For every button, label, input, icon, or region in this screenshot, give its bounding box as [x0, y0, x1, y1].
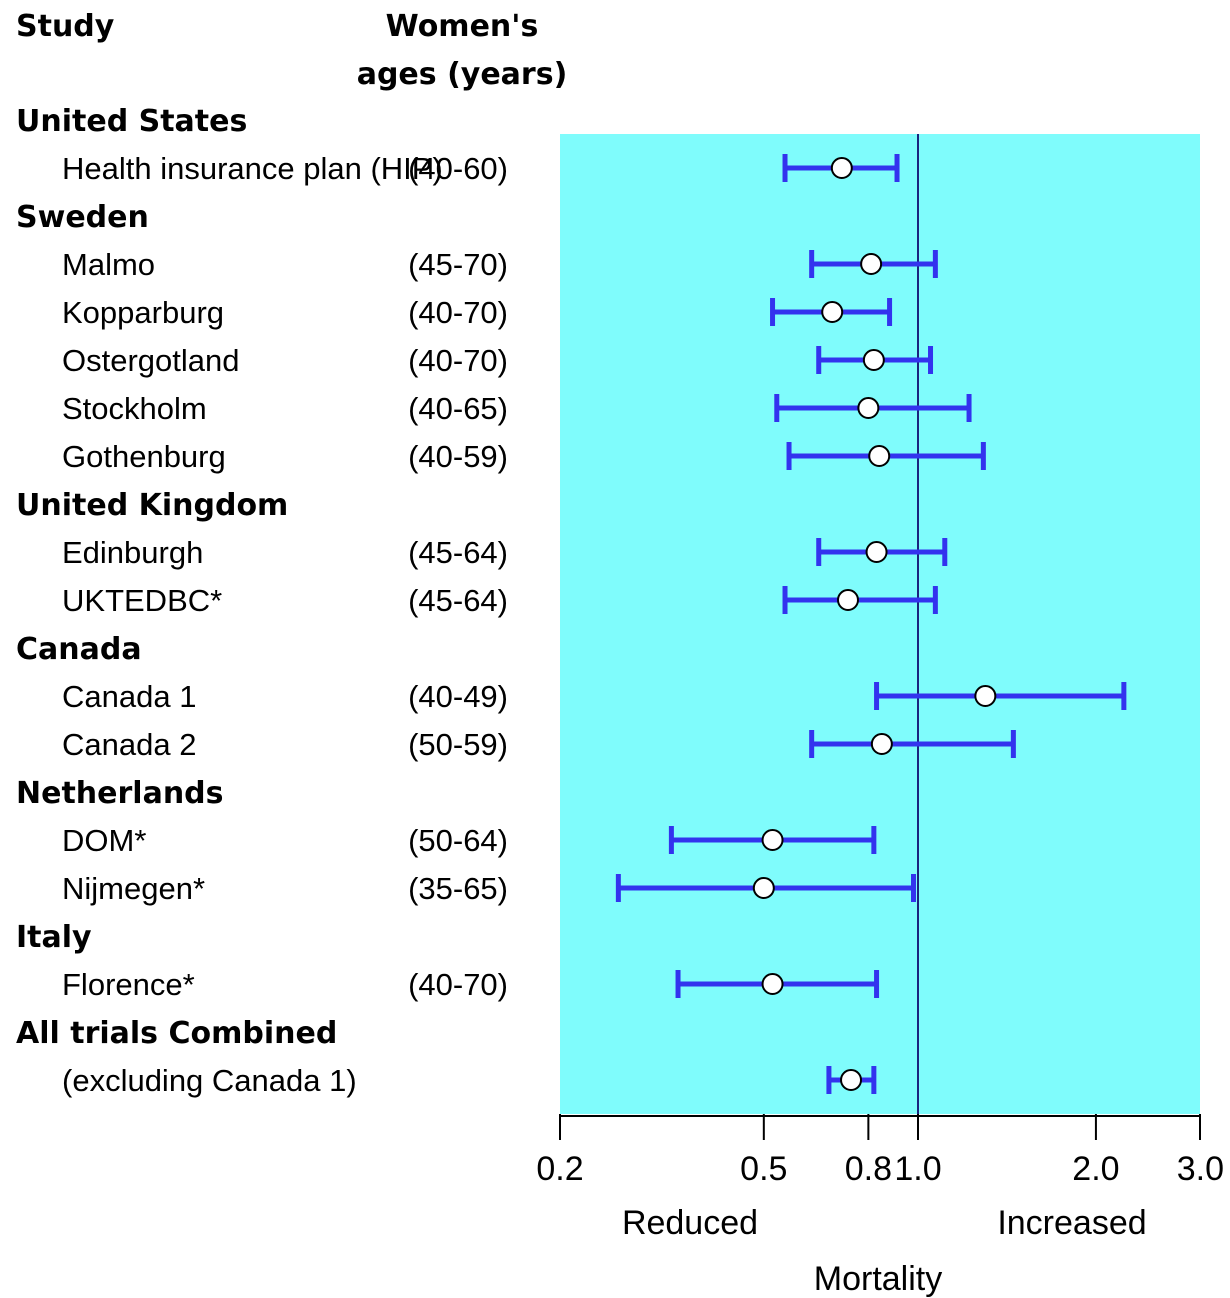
increased-label: Increased [997, 1204, 1146, 1242]
estimate-marker [752, 877, 775, 899]
group-label: All trials Combined [16, 1016, 337, 1051]
estimate-marker [868, 445, 891, 467]
group-label: Canada [16, 632, 142, 667]
study-label: Stockholm [62, 391, 207, 426]
age-range-label: (35-65) [408, 871, 508, 906]
study-label: Nijmegen* [62, 871, 205, 906]
age-range-label: (40-65) [408, 391, 508, 426]
x-tick-label: 1.0 [894, 1150, 941, 1188]
x-tick-label: 2.0 [1072, 1150, 1119, 1188]
study-label: Canada 2 [62, 727, 196, 762]
study-label: UKTEDBC* [62, 583, 222, 618]
x-tick-label: 0.5 [740, 1150, 787, 1188]
study-label: Florence* [62, 967, 195, 1002]
study-column-header: Study [16, 9, 115, 44]
study-label: Edinburgh [62, 535, 203, 570]
group-label: Italy [16, 920, 92, 955]
group-label: Netherlands [16, 776, 224, 811]
x-tick-label: 0.8 [845, 1150, 892, 1188]
study-label: Canada 1 [62, 679, 196, 714]
age-range-label: (40-70) [408, 343, 508, 378]
study-label: Ostergotland [62, 343, 240, 378]
estimate-marker [761, 829, 784, 851]
group-label: Sweden [16, 200, 149, 235]
x-tick-label: 3.0 [1177, 1150, 1224, 1188]
age-range-label: (40-59) [408, 439, 508, 474]
ages-column-header-line1: Women's [386, 9, 539, 44]
estimate-marker [857, 397, 880, 419]
study-label: Kopparburg [62, 295, 224, 330]
study-label: Health insurance plan (HIP) [62, 151, 443, 186]
study-label: Gothenburg [62, 439, 226, 474]
study-label: DOM* [62, 823, 146, 858]
estimate-marker [821, 301, 844, 323]
group-label: United Kingdom [16, 488, 288, 523]
age-range-label: (40-49) [408, 679, 508, 714]
age-range-label: (45-70) [408, 247, 508, 282]
age-range-label: (40-70) [408, 295, 508, 330]
x-tick-label: 0.2 [536, 1150, 583, 1188]
age-range-label: (50-64) [408, 823, 508, 858]
reduced-label: Reduced [622, 1204, 758, 1242]
plot-panel [560, 134, 1200, 1114]
age-range-label: (40-60) [408, 151, 508, 186]
study-label: Malmo [62, 247, 155, 282]
age-range-label: (50-59) [408, 727, 508, 762]
ages-column-header-line2: ages (years) [357, 57, 568, 92]
estimate-marker [761, 973, 784, 995]
age-range-label: (40-70) [408, 967, 508, 1002]
estimate-marker [836, 589, 859, 611]
study-label: (excluding Canada 1) [62, 1063, 357, 1098]
x-axis-title: Mortality [814, 1260, 942, 1298]
estimate-marker [830, 157, 853, 179]
estimate-marker [974, 685, 997, 707]
estimate-marker [840, 1069, 863, 1091]
estimate-marker [860, 253, 883, 275]
estimate-marker [862, 349, 885, 371]
age-range-label: (45-64) [408, 535, 508, 570]
study-rows: United States Health insurance plan (HIP)… [16, 104, 1127, 1098]
estimate-marker [865, 541, 888, 563]
estimate-marker [870, 733, 893, 755]
x-axis: 0.2 0.5 0.8 1.0 2.0 3.0 [536, 1114, 1224, 1188]
age-range-label: (45-64) [408, 583, 508, 618]
group-label: United States [16, 104, 247, 139]
